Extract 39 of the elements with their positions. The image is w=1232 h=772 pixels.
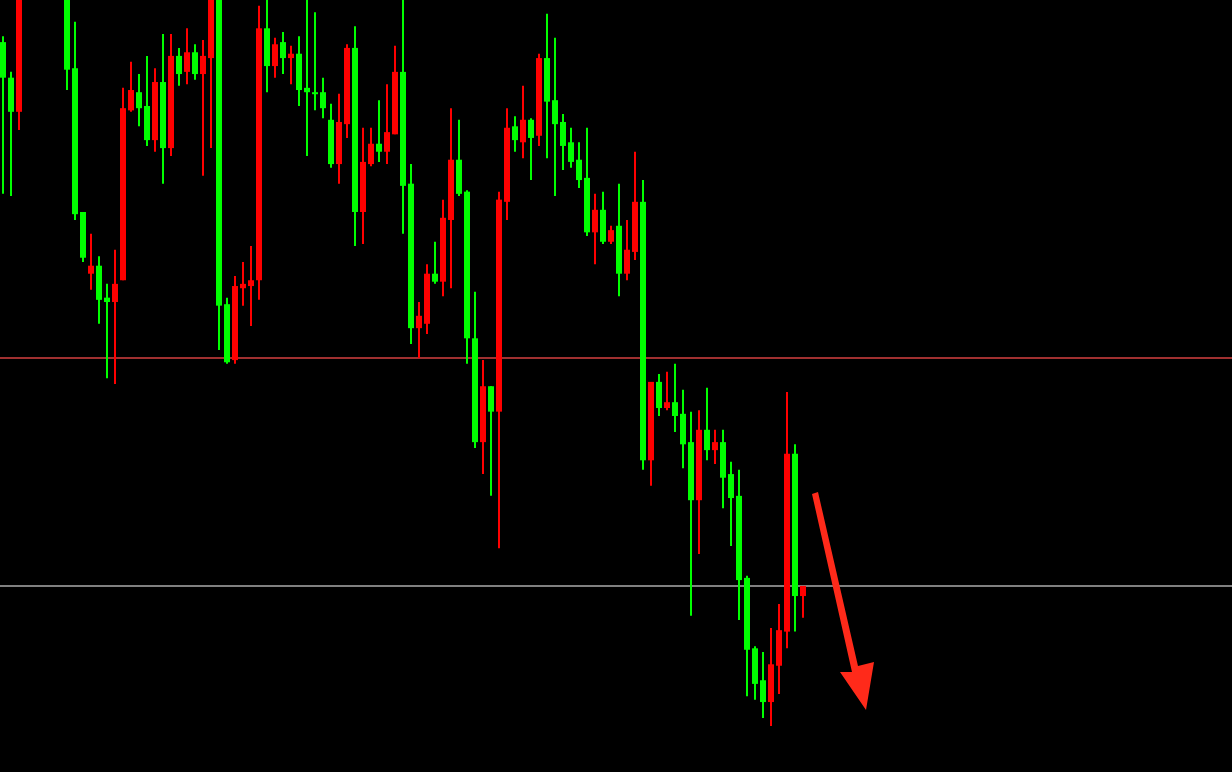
candlestick	[544, 12, 550, 160]
candlestick	[248, 245, 254, 327]
candlestick	[184, 27, 190, 86]
candlestick	[144, 54, 150, 147]
candlestick	[768, 626, 774, 727]
candlestick	[0, 35, 6, 195]
candlestick	[96, 255, 102, 325]
candlestick	[616, 182, 622, 298]
candlestick	[312, 11, 318, 112]
candlestick	[488, 385, 494, 497]
candlestick	[304, 0, 310, 158]
candlestick	[592, 192, 598, 266]
candlestick	[712, 428, 718, 465]
candlestick	[600, 190, 606, 245]
candlestick	[376, 99, 382, 163]
candlestick	[704, 386, 710, 462]
candlestick	[664, 370, 670, 412]
candlestick	[720, 428, 726, 510]
candlestick	[760, 650, 766, 720]
candlestick	[288, 44, 294, 86]
candlestick	[264, 0, 270, 94]
candlestick	[800, 584, 806, 619]
candlestick	[296, 35, 302, 107]
candlestick	[280, 30, 286, 76]
candlestick	[88, 232, 94, 291]
candlestick	[552, 36, 558, 198]
candlestick	[176, 46, 182, 87]
candlestick	[192, 43, 198, 81]
candlestick	[432, 240, 438, 285]
candlestick	[320, 76, 326, 120]
candlestick	[512, 115, 518, 153]
candlestick	[8, 70, 14, 198]
candlestick	[272, 36, 278, 79]
candlestick	[328, 102, 334, 169]
candlestick	[528, 117, 534, 182]
candlestick	[608, 224, 614, 245]
candlestick	[520, 84, 526, 160]
candlestick	[656, 372, 662, 417]
candlestick	[112, 248, 118, 386]
